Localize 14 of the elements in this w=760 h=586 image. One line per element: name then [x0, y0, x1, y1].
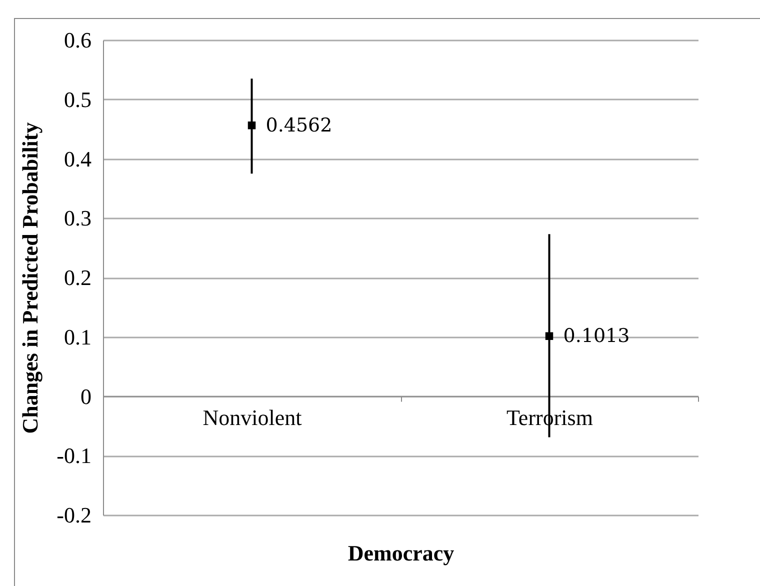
y-tick-label: 0.2 — [64, 265, 92, 290]
y-tick-label: 0 — [80, 384, 92, 409]
y-tick-label: 0.1 — [64, 324, 92, 350]
data-label: 0.1013 — [563, 325, 630, 348]
x-tick-label: Nonviolent — [202, 404, 302, 430]
y-tick-label: -0.1 — [56, 443, 92, 468]
y-axis-title: Changes in Predicted Probability — [18, 122, 43, 434]
y-tick-label: 0.6 — [64, 28, 92, 52]
y-tick-label: 0.4 — [64, 146, 92, 172]
y-tick-label: 0.5 — [64, 86, 92, 112]
x-axis-title: Democracy — [348, 540, 454, 566]
y-tick-label: -0.2 — [56, 502, 92, 528]
y-tick-label: 0.3 — [64, 206, 92, 231]
data-label: 0.4562 — [266, 114, 332, 136]
